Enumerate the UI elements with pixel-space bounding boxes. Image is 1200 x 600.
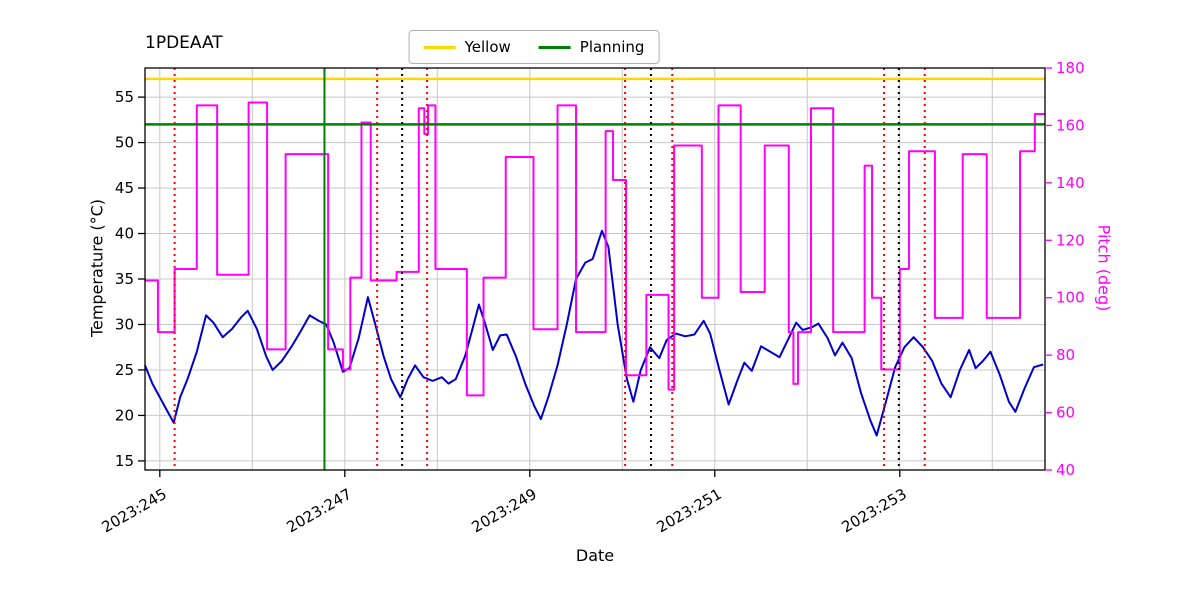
ytick-right-label: 120 bbox=[1056, 231, 1085, 249]
ytick-left-label: 25 bbox=[115, 361, 134, 379]
planning-line-swatch bbox=[538, 45, 571, 49]
ytick-left-label: 45 bbox=[115, 179, 134, 197]
ytick-left-label: 55 bbox=[115, 88, 134, 106]
legend-item-planning: Planning bbox=[538, 38, 645, 56]
x-axis-label: Date bbox=[575, 546, 615, 565]
xtick-label: 2023:249 bbox=[469, 485, 540, 537]
ytick-left-label: 40 bbox=[115, 225, 134, 243]
ytick-right-label: 80 bbox=[1056, 346, 1075, 364]
ytick-right-label: 140 bbox=[1056, 174, 1085, 192]
plot-frame bbox=[144, 67, 1046, 471]
ytick-right-label: 100 bbox=[1056, 289, 1085, 307]
xtick-label: 2023:251 bbox=[654, 485, 725, 537]
ytick-left-label: 20 bbox=[115, 406, 134, 424]
ytick-right-label: 60 bbox=[1056, 404, 1075, 422]
legend-item-yellow: Yellow bbox=[423, 38, 511, 56]
xtick-label: 2023:253 bbox=[839, 485, 910, 537]
temperature-series bbox=[144, 229, 1044, 437]
xtick-label: 2023:245 bbox=[99, 485, 170, 537]
ytick-left-label: 15 bbox=[115, 452, 134, 470]
axis-ticks: 15 20 25 30 35 40 45 50 55 40 60 80 100 120 140 160 180 2… bbox=[99, 59, 1085, 536]
chart-title: 1PDEAAT bbox=[145, 33, 223, 53]
ytick-right-label: 40 bbox=[1056, 461, 1075, 479]
pitch-series bbox=[145, 101, 1045, 397]
legend: Yellow Planning bbox=[408, 30, 660, 64]
limit-lines bbox=[145, 77, 1045, 126]
xtick-label: 2023:247 bbox=[284, 485, 355, 537]
ytick-left-label: 50 bbox=[115, 134, 134, 152]
yellow-line-swatch bbox=[423, 45, 456, 49]
ytick-right-label: 180 bbox=[1056, 59, 1085, 77]
event-lines bbox=[173, 68, 926, 470]
ytick-right-label: 160 bbox=[1056, 116, 1085, 134]
ytick-left-label: 35 bbox=[115, 270, 134, 288]
legend-label-yellow: Yellow bbox=[464, 38, 511, 56]
legend-label-planning: Planning bbox=[579, 38, 645, 56]
ytick-left-label: 30 bbox=[115, 315, 134, 333]
series bbox=[144, 101, 1045, 437]
